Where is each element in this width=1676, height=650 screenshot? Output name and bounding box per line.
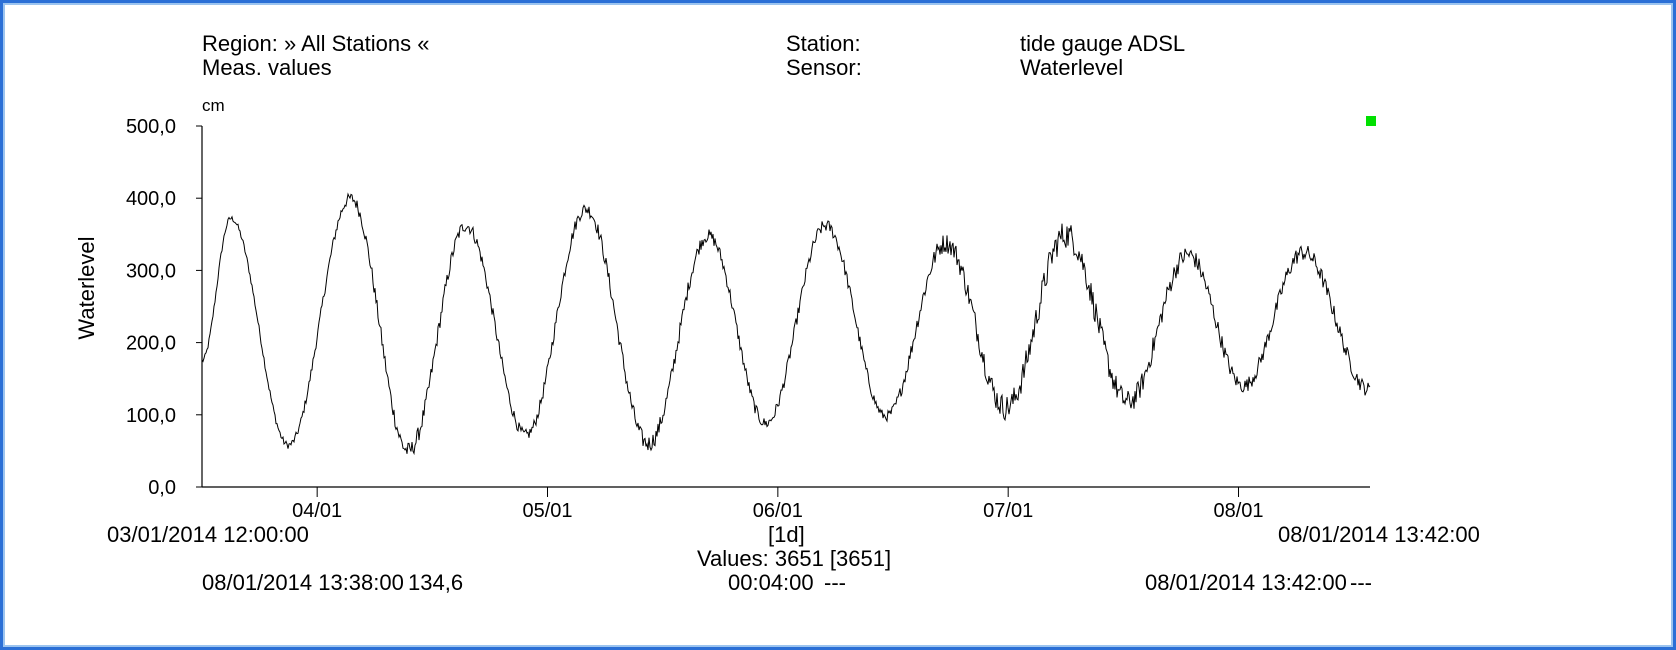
cursor-value-label: 134,6: [408, 570, 464, 595]
status-marker: [1366, 116, 1376, 126]
interval-label: [1d]: [768, 522, 805, 547]
x-tick-label: 05/01: [522, 500, 572, 522]
y-unit-label: cm: [202, 96, 225, 115]
y-axis: 0,0 100,0 200,0 300,0 400,0 500,0: [126, 116, 202, 499]
y-tick-label: 400,0: [126, 188, 176, 210]
y-tick-label: 200,0: [126, 333, 176, 355]
sensor-value: Waterlevel: [1020, 55, 1124, 80]
y-tick-label: 100,0: [126, 405, 176, 427]
sensor-label: Sensor:: [786, 55, 862, 80]
cursor-time-label: 08/01/2014 13:38:00: [202, 570, 404, 595]
y-axis-title: Waterlevel: [74, 236, 99, 339]
x-tick-label: 06/01: [753, 500, 803, 522]
x-axis: 04/01 05/01 06/01 07/01 08/01: [292, 487, 1264, 522]
meas-values-label: Meas. values: [202, 55, 332, 80]
start-time-label: 03/01/2014 12:00:00: [107, 522, 309, 547]
waterlevel-series-line: [201, 192, 1371, 456]
y-tick-label: 500,0: [126, 116, 176, 138]
x-tick-label: 07/01: [983, 500, 1033, 522]
cursor2-value-label: ---: [1350, 570, 1372, 595]
step-value-label: ---: [824, 570, 846, 595]
cursor2-time-label: 08/01/2014 13:42:00: [1145, 570, 1347, 595]
region-label: Region: » All Stations «: [202, 31, 430, 56]
y-tick-label: 0,0: [148, 477, 176, 499]
y-tick-label: 300,0: [126, 260, 176, 282]
x-tick-label: 04/01: [292, 500, 342, 522]
step-label: 00:04:00: [728, 570, 814, 595]
station-label: Station:: [786, 31, 861, 56]
end-time-label: 08/01/2014 13:42:00: [1278, 522, 1480, 547]
values-count-label: Values: 3651 [3651]: [697, 546, 892, 571]
station-value: tide gauge ADSL: [1020, 31, 1186, 56]
x-tick-label: 08/01: [1213, 500, 1263, 522]
